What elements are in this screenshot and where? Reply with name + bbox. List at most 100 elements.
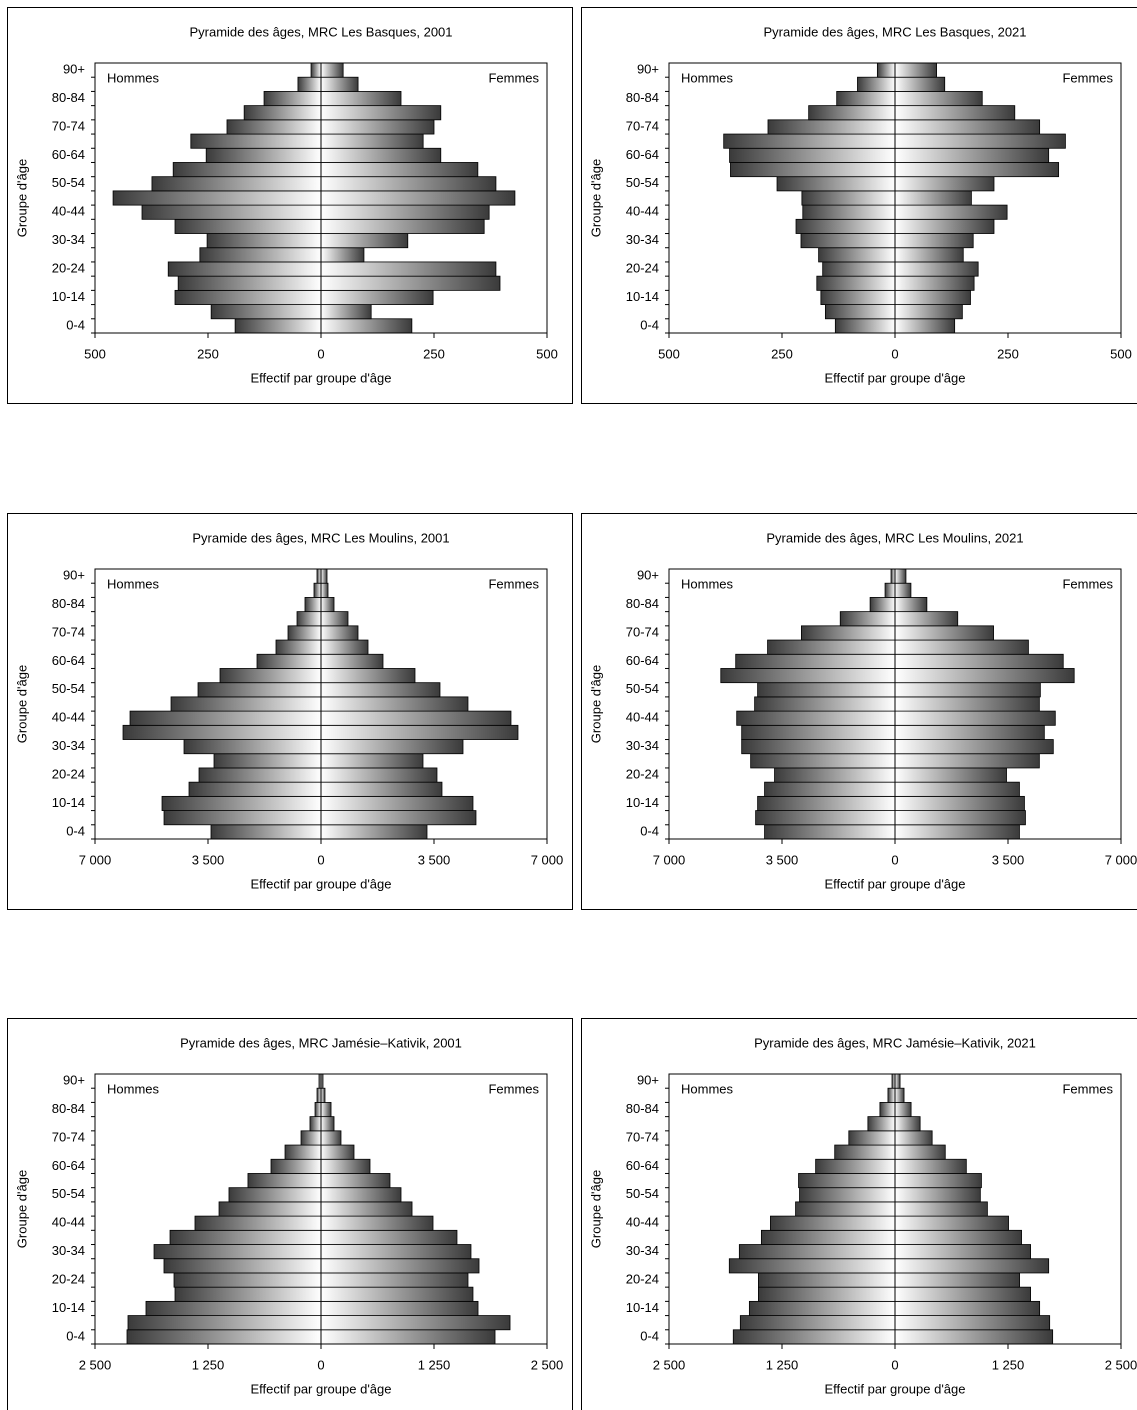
bar bbox=[757, 682, 896, 698]
bar bbox=[218, 1201, 322, 1217]
y-tick-label: 10-14 bbox=[52, 289, 85, 304]
bar bbox=[177, 275, 322, 291]
bar bbox=[320, 1329, 496, 1345]
bar bbox=[802, 204, 896, 220]
bar bbox=[894, 1315, 1051, 1331]
legend-label: Hommes bbox=[681, 70, 734, 85]
bar bbox=[243, 105, 322, 121]
bar bbox=[320, 1116, 335, 1132]
chart: Pyramide des âges, MRC Jamésie–Kativik, … bbox=[7, 1018, 573, 1410]
bar bbox=[836, 91, 896, 107]
bar bbox=[808, 105, 896, 121]
bar bbox=[320, 289, 434, 305]
bar bbox=[313, 582, 322, 598]
bar bbox=[198, 767, 322, 783]
bar bbox=[884, 582, 896, 598]
bar bbox=[320, 639, 369, 655]
x-tick-label: 1 250 bbox=[192, 1357, 225, 1372]
x-tick-label: 3 500 bbox=[192, 852, 225, 867]
x-axis-label: Effectif par groupe d'âge bbox=[250, 876, 391, 891]
bar bbox=[894, 261, 979, 277]
bar bbox=[320, 147, 442, 163]
bar bbox=[894, 190, 972, 206]
x-tick-label: 250 bbox=[997, 346, 1019, 361]
y-tick-label: 90+ bbox=[637, 568, 659, 583]
bar bbox=[320, 62, 344, 78]
bar bbox=[284, 1144, 322, 1160]
bar bbox=[723, 133, 896, 149]
bar bbox=[894, 1087, 905, 1103]
y-tick-label: 60-64 bbox=[626, 653, 659, 668]
bar bbox=[795, 1201, 896, 1217]
y-axis-label: Groupe d'âge bbox=[14, 665, 29, 743]
chart-title: Pyramide des âges, MRC Les Basques, 2021 bbox=[763, 24, 1026, 39]
bar bbox=[735, 653, 896, 669]
bar bbox=[304, 597, 322, 613]
x-tick-label: 500 bbox=[1110, 346, 1132, 361]
y-tick-label: 80-84 bbox=[52, 596, 85, 611]
bar bbox=[894, 247, 964, 263]
y-tick-label: 80-84 bbox=[626, 1101, 659, 1116]
y-tick-label: 10-14 bbox=[626, 1300, 659, 1315]
y-tick-label: 90+ bbox=[637, 62, 659, 77]
bar bbox=[894, 204, 1008, 220]
chart: Pyramide des âges, MRC Les Moulins, 2001… bbox=[7, 513, 573, 910]
x-tick-label: 250 bbox=[423, 346, 445, 361]
legend-label: Femmes bbox=[1062, 576, 1113, 591]
bar bbox=[894, 739, 1054, 755]
bar bbox=[126, 1329, 322, 1345]
bar bbox=[894, 1158, 967, 1174]
bar bbox=[748, 1300, 896, 1316]
chart: Pyramide des âges, MRC Les Basques, 2021… bbox=[581, 7, 1137, 404]
x-tick-label: 0 bbox=[891, 852, 898, 867]
y-tick-label: 30-34 bbox=[626, 1243, 659, 1258]
bar bbox=[205, 147, 322, 163]
bar bbox=[720, 668, 896, 684]
bar bbox=[800, 233, 896, 249]
bar bbox=[320, 261, 497, 277]
y-tick-label: 50-54 bbox=[626, 1186, 659, 1201]
bar bbox=[320, 247, 365, 263]
y-tick-label: 20-24 bbox=[52, 1271, 85, 1286]
bar bbox=[163, 1258, 322, 1274]
chart-title: Pyramide des âges, MRC Jamésie–Kativik, … bbox=[754, 1035, 1036, 1050]
bar bbox=[320, 597, 335, 613]
bar bbox=[296, 611, 322, 627]
y-axis-label: Groupe d'âge bbox=[588, 665, 603, 743]
x-tick-label: 500 bbox=[84, 346, 106, 361]
y-tick-label: 40-44 bbox=[52, 710, 85, 725]
bar bbox=[764, 824, 896, 840]
x-axis-label: Effectif par groupe d'âge bbox=[250, 370, 391, 385]
bar bbox=[129, 710, 322, 726]
y-tick-label: 70-74 bbox=[626, 624, 659, 639]
y-tick-label: 90+ bbox=[637, 1073, 659, 1088]
y-tick-label: 50-54 bbox=[52, 1186, 85, 1201]
bar bbox=[894, 611, 959, 627]
x-tick-label: 2 500 bbox=[79, 1357, 112, 1372]
bar bbox=[728, 1258, 896, 1274]
y-tick-label: 20-24 bbox=[52, 766, 85, 781]
bar bbox=[320, 824, 428, 840]
bar bbox=[820, 289, 896, 305]
bar bbox=[894, 767, 1007, 783]
bar bbox=[894, 1201, 988, 1217]
bar bbox=[213, 753, 322, 769]
chart-title: Pyramide des âges, MRC Les Moulins, 2001 bbox=[192, 530, 449, 545]
bar bbox=[894, 724, 1045, 740]
y-tick-label: 10-14 bbox=[626, 795, 659, 810]
bar bbox=[122, 724, 322, 740]
bar bbox=[300, 1130, 322, 1146]
y-tick-label: 0-4 bbox=[640, 823, 659, 838]
y-tick-label: 70-74 bbox=[52, 118, 85, 133]
bar bbox=[894, 753, 1040, 769]
x-tick-label: 250 bbox=[771, 346, 793, 361]
bar bbox=[320, 625, 359, 641]
bar bbox=[894, 824, 1020, 840]
y-tick-label: 30-34 bbox=[52, 738, 85, 753]
bar bbox=[818, 247, 896, 263]
bar bbox=[732, 1329, 896, 1345]
bar bbox=[894, 1272, 1020, 1288]
bar bbox=[174, 289, 322, 305]
bar bbox=[834, 1144, 896, 1160]
bar bbox=[320, 275, 501, 291]
